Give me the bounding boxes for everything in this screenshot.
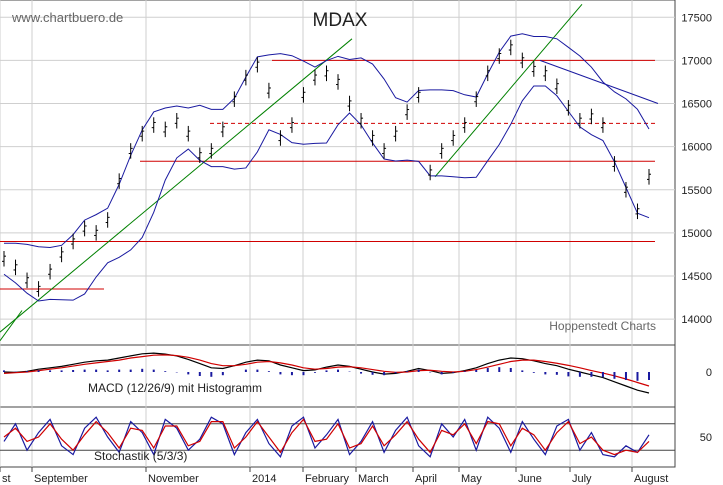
x-tick-label: st: [2, 473, 11, 485]
x-tick-label: August: [634, 473, 668, 485]
x-tick-label: June: [518, 473, 542, 485]
x-tick-label: May: [461, 473, 482, 485]
y-tick-label: 15500: [681, 185, 712, 197]
x-tick-label: 2014: [252, 473, 276, 485]
grid: [0, 0, 675, 467]
x-tick-label: April: [415, 473, 437, 485]
y-tick-label: 14000: [681, 314, 712, 326]
macd-lines: [3, 352, 650, 394]
x-tick-label: September: [34, 473, 88, 485]
uptrend-line: [0, 310, 23, 341]
bollinger-lower: [3, 85, 650, 302]
stoch-label: Stochastik (5/3/3): [94, 449, 187, 463]
macd-y-tick-label: 0: [706, 367, 712, 379]
chart-title: MDAX: [313, 10, 368, 31]
x-tick-label: March: [358, 473, 389, 485]
bollinger-upper: [4, 33, 650, 248]
trendlines: [0, 3, 659, 341]
stoch-series-line: [3, 416, 650, 458]
uptrend-line: [434, 3, 583, 178]
y-tick-label: 17500: [681, 12, 712, 24]
macd-label: MACD (12/26/9) mit Histogramm: [88, 381, 262, 395]
stoch-series-line: [3, 418, 650, 456]
bollinger-bands: [3, 33, 650, 302]
credit-label: Hoppenstedt Charts: [549, 319, 656, 333]
x-tick-label: July: [572, 473, 592, 485]
y-axis: 14000 14500 15000 15500 16000 16500 17000 17500…: [681, 12, 712, 444]
x-axis: st September November 2014 February March Apri…: [0, 467, 668, 485]
downtrend-line: [539, 59, 659, 104]
y-tick-label: 16000: [681, 142, 712, 154]
x-tick-label: February: [305, 473, 350, 485]
watermark: www.chartbuero.de: [11, 10, 123, 25]
price-bars: [2, 39, 651, 297]
y-tick-label: 17000: [681, 55, 712, 67]
y-tick-label: 16500: [681, 99, 712, 111]
stoch-lines: [0, 416, 675, 458]
x-tick-label: November: [148, 473, 199, 485]
y-tick-label: 15000: [681, 228, 712, 240]
macd-series-line: [3, 352, 650, 394]
macd-series-line: [3, 354, 650, 387]
uptrend-line: [0, 38, 353, 333]
y-tick-label: 14500: [681, 271, 712, 283]
stoch-panel: [0, 406, 676, 468]
stoch-y-tick-label: 50: [700, 432, 712, 444]
